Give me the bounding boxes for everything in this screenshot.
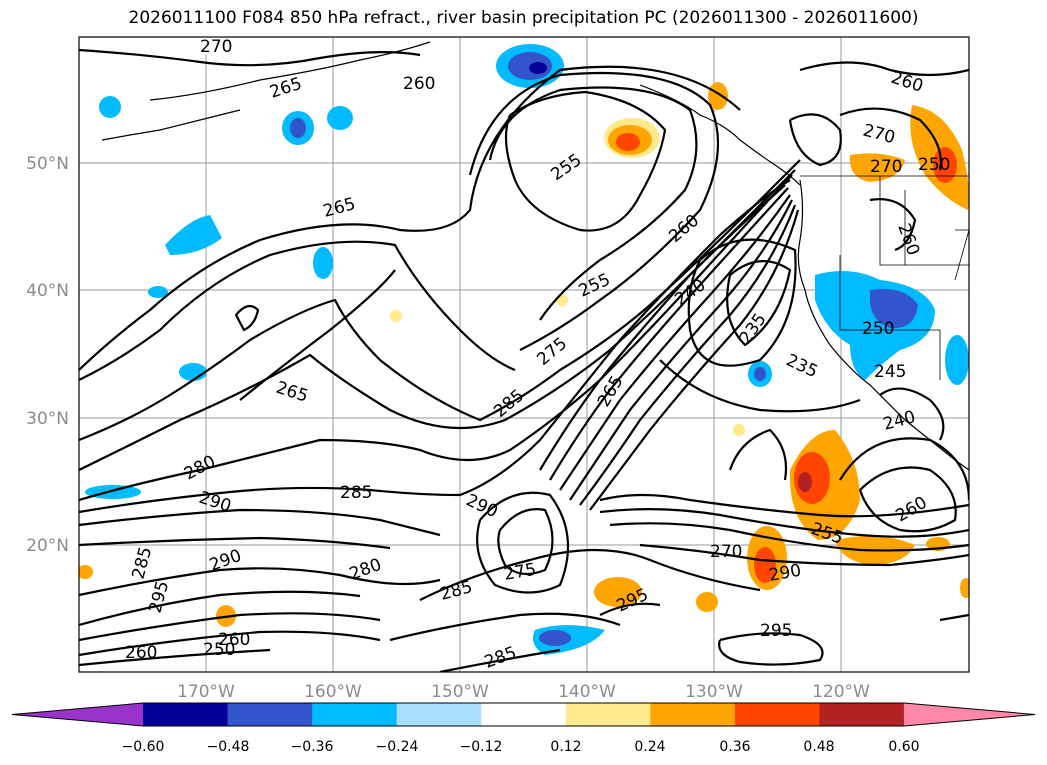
negative-anomaly bbox=[754, 367, 766, 381]
colorbar-segment bbox=[565, 703, 651, 726]
positive-anomaly bbox=[708, 82, 728, 110]
colorbar-tick-label: 0.24 bbox=[634, 739, 665, 755]
contour-label: 270 bbox=[710, 542, 742, 562]
lon-label: 170°W bbox=[177, 682, 235, 702]
colorbar-outline bbox=[11, 702, 1036, 727]
colorbar-segment bbox=[312, 703, 398, 726]
lat-label: 40°N bbox=[26, 281, 69, 301]
colorbar-segment bbox=[143, 703, 229, 726]
negative-anomaly bbox=[85, 485, 141, 499]
colorbar-tick-label: −0.24 bbox=[376, 739, 419, 755]
positive-anomaly bbox=[594, 577, 642, 607]
colorbar-labels: −0.60 −0.48 −0.36 −0.24 −0.12 0.12 0.24 … bbox=[122, 739, 920, 755]
contour-label: 270 bbox=[200, 37, 232, 57]
positive-anomaly bbox=[556, 294, 568, 306]
lon-label: 140°W bbox=[558, 682, 616, 702]
negative-anomaly bbox=[945, 335, 969, 385]
colorbar-segment bbox=[819, 703, 905, 726]
negative-anomaly bbox=[290, 118, 306, 138]
colorbar-tick-label: −0.60 bbox=[122, 739, 165, 755]
lon-label: 160°W bbox=[304, 682, 362, 702]
lat-label: 30°N bbox=[26, 409, 69, 429]
colorbar-tick-label: −0.12 bbox=[460, 739, 503, 755]
negative-anomaly bbox=[148, 286, 168, 298]
negative-anomaly bbox=[870, 289, 918, 329]
contour-label: 260 bbox=[403, 74, 435, 94]
refractivity-contours bbox=[79, 48, 969, 672]
positive-anomaly bbox=[733, 424, 745, 436]
colorbar-tick-label: −0.36 bbox=[291, 739, 334, 755]
positive-anomaly bbox=[849, 153, 905, 182]
precip-shading bbox=[79, 44, 969, 655]
negative-anomaly bbox=[539, 630, 571, 646]
contour-label: 245 bbox=[874, 362, 906, 382]
positive-anomaly bbox=[390, 310, 402, 322]
lon-label: 130°W bbox=[685, 682, 743, 702]
lat-label: 20°N bbox=[26, 536, 69, 556]
positive-anomaly bbox=[933, 147, 957, 183]
positive-anomaly bbox=[754, 547, 776, 583]
colorbar-segment bbox=[481, 703, 567, 726]
colorbar bbox=[11, 702, 1036, 727]
colorbar-segment bbox=[227, 703, 313, 726]
positive-anomaly bbox=[696, 592, 718, 612]
colorbar-extend-min bbox=[12, 703, 143, 726]
negative-anomaly bbox=[313, 247, 333, 279]
colorbar-extend-max bbox=[903, 703, 1035, 726]
colorbar-tick-label: 0.36 bbox=[719, 739, 750, 755]
negative-anomaly bbox=[327, 106, 353, 130]
positive-anomaly bbox=[79, 565, 93, 579]
contour-label: 270 bbox=[870, 157, 902, 177]
colorbar-tick-label: 0.48 bbox=[803, 739, 834, 755]
colorbar-segment bbox=[650, 703, 736, 726]
colorbar-tick-label: 0.60 bbox=[888, 739, 919, 755]
longitude-labels: 170°W 160°W 150°W 140°W 130°W 120°W bbox=[177, 682, 870, 702]
positive-anomaly bbox=[960, 578, 969, 598]
contour-label: 250 bbox=[918, 155, 950, 175]
colorbar-segment bbox=[396, 703, 482, 726]
lon-label: 150°W bbox=[431, 682, 489, 702]
contour-label: 295 bbox=[760, 621, 792, 641]
map-background bbox=[79, 37, 969, 672]
lat-label: 50°N bbox=[26, 154, 69, 174]
contour-label: 250 bbox=[203, 640, 235, 660]
colorbar-tick-label: 0.12 bbox=[550, 739, 581, 755]
contour-label: 260 bbox=[125, 643, 157, 663]
contour-label: 250 bbox=[862, 319, 894, 339]
map-title: 2026011100 F084 850 hPa refract., river … bbox=[128, 8, 919, 28]
lon-label: 120°W bbox=[812, 682, 870, 702]
negative-anomaly bbox=[529, 62, 547, 74]
positive-anomaly bbox=[798, 472, 812, 492]
latitude-labels: 50°N 40°N 30°N 20°N bbox=[26, 154, 69, 556]
negative-anomaly bbox=[179, 363, 207, 381]
positive-anomaly bbox=[616, 133, 640, 151]
contour-label: 260 bbox=[218, 630, 250, 650]
negative-anomaly bbox=[99, 96, 121, 118]
negative-anomaly bbox=[165, 215, 222, 255]
contour-label: 285 bbox=[340, 483, 372, 503]
map-frame bbox=[78, 36, 970, 673]
colorbar-segment bbox=[734, 703, 820, 726]
colorbar-tick-label: −0.48 bbox=[207, 739, 250, 755]
